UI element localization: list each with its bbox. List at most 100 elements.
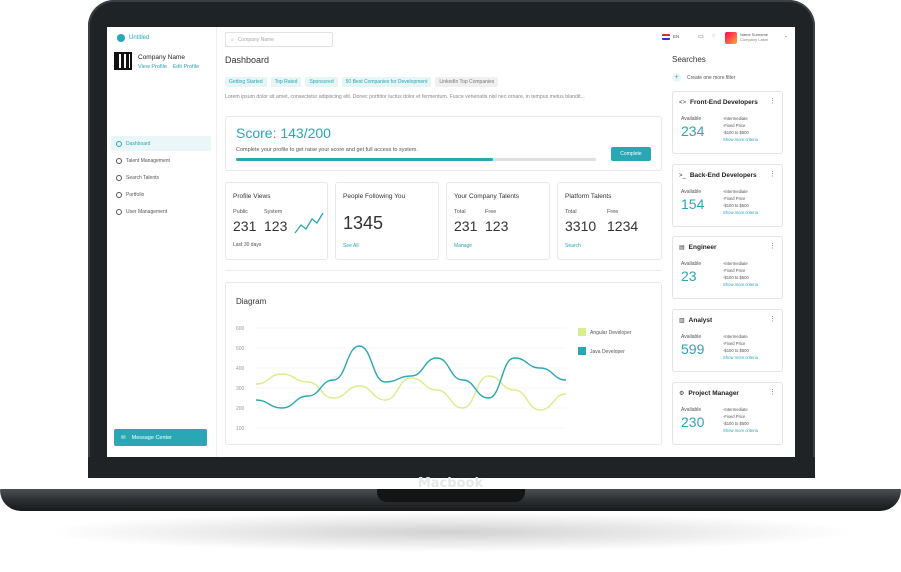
show-more-criteria-link[interactable]: Show more criteria [723,355,758,360]
search-card-title: Project Manager [688,390,739,397]
criteria-pricing: -Fixed Price [723,196,746,201]
language-selector[interactable]: EN [673,34,680,39]
available-label: Available [681,261,702,267]
chevron-down-icon[interactable]: ⌄ [784,33,788,38]
show-more-criteria-link[interactable]: Show more criteria [723,210,758,215]
criteria-budget: -$100 to $500 [723,348,749,353]
screen: Untitled Company Name View Profile Edit … [107,27,795,457]
criteria-list: -Intermediate -Fixed Price -$100 to $500… [723,406,758,434]
company-profile: Company Name View Profile Edit Profile [114,52,203,70]
folder-icon [116,191,122,198]
laptop-notch [377,489,525,502]
criteria-pricing: -Fixed Price [723,414,746,419]
intro-text: Lorem ipsum dolor sit amet, consectetur … [225,94,585,100]
more-options-icon[interactable]: ⋮ [769,98,776,105]
sidebar-item-user-management[interactable]: User Management [111,204,211,219]
stat-title: Profile Views [233,193,271,200]
available-count: 599 [681,341,705,357]
stat-b-value: 123 [485,218,509,234]
more-options-icon[interactable]: ⋮ [769,243,776,250]
chat-icon[interactable]: ▭ [698,34,704,40]
code-icon: <> [679,99,687,106]
user-block[interactable]: Name Surname Company Label [740,32,768,42]
database-icon: ▤ [679,245,685,251]
message-center-button[interactable]: ✉ Message Center [114,429,207,446]
main-content: ⌕ Company Name Dashboard Getting Started… [217,27,662,457]
sidebar-item-search-talents[interactable]: Search Talents [111,170,211,185]
stat-title: Platform Talents [565,193,612,200]
gear-icon: ⚙ [679,391,685,397]
sidebar-item-label: Talent Management [126,157,170,164]
create-filter-label: Create one more filter [687,74,736,81]
more-options-icon[interactable]: ⋮ [769,389,776,396]
chip-best-companies[interactable]: 50 Best Companies for Development [341,77,432,87]
show-more-criteria-link[interactable]: Show more criteria [723,428,758,433]
chip-getting-started[interactable]: Getting Started [225,77,267,87]
user-subtitle: Company Label [740,37,769,42]
sidebar-item-talent-management[interactable]: Talent Management [111,153,211,168]
search-card-back-end[interactable]: >_ Back-End Developers ⋮ Available 154 -I… [672,164,783,227]
see-all-link[interactable]: See All [343,243,359,249]
score-progress-bar [236,158,596,161]
flag-icon[interactable] [662,34,670,40]
stat-title: People Following You [343,193,406,200]
user-name: Name Surname [740,32,769,37]
legend-swatch [578,328,586,336]
view-profile-link[interactable]: View Profile [138,64,167,70]
search-card-engineer[interactable]: ▤ Engineer ⋮ Available 23 -Intermediate -… [672,236,783,299]
search-card-title: Back-End Developers [689,172,757,179]
trend-sparkline-icon [294,212,324,234]
avatar[interactable] [725,32,737,44]
sidebar-item-dashboard[interactable]: Dashboard [111,136,211,151]
available-count: 230 [681,414,705,430]
app-name: Untitled [129,35,150,41]
score-description: Complete your profile to get raise your … [236,147,418,153]
criteria-list: -Intermediate -Fixed Price -$100 to $500… [723,260,758,288]
sidebar-item-label: User Management [126,208,168,215]
search-card-front-end[interactable]: <> Front-End Developers ⋮ Available 234 -… [672,91,783,154]
bell-icon[interactable]: ◌ [712,33,716,39]
create-filter-button[interactable]: + Create one more filter [672,73,735,82]
stat-card-company-talents: Your Company Talents Total Free 231 123 … [446,182,550,260]
legend-label: Java Developer [590,349,625,355]
more-options-icon[interactable]: ⋮ [769,171,776,178]
search-card-title: Engineer [688,244,717,251]
search-link[interactable]: Search [565,243,581,249]
complete-button[interactable]: Complete [611,147,651,161]
searches-title: Searches [672,55,706,64]
criteria-pricing: -Fixed Price [723,123,746,128]
manage-link[interactable]: Manage [454,243,473,249]
chip-linkedin-top[interactable]: LinkedIn Top Companies [435,77,499,87]
stat-b-value: 123 [264,218,288,234]
search-input[interactable]: ⌕ Company Name [225,32,333,47]
available-label: Available [681,189,702,195]
available-count: 154 [681,196,705,212]
searches-panel: EN ▭ ◌ Name Surname Company Label ⌄ Sear… [662,27,795,457]
search-card-analyst[interactable]: ▥ Analyst ⋮ Available 599 -Intermediate -… [672,309,783,372]
device-brand: Macbook [417,476,484,491]
chip-sponsored[interactable]: Sponsored [305,77,338,87]
score-card: Score: 143/200 Complete your profile to … [225,116,662,171]
diagram-title: Diagram [236,297,267,306]
stat-b-label: Free [607,209,619,215]
sidebar-item-portfolio[interactable]: Portfolio [111,187,211,202]
stat-a-label: Total [454,209,466,215]
more-options-icon[interactable]: ⋮ [769,316,776,323]
search-card-project-manager[interactable]: ⚙ Project Manager ⋮ Available 230 -Interm… [672,382,783,445]
app-logo[interactable]: Untitled [117,34,149,42]
show-more-criteria-link[interactable]: Show more criteria [723,282,758,287]
edit-profile-link[interactable]: Edit Profile [172,64,200,70]
message-center-label: Message Center [131,434,172,441]
available-count: 234 [681,123,705,139]
diagram-card: Diagram 100 200 300 400 500 600 Angular Develo… [225,282,662,445]
criteria-budget: -$100 to $500 [723,203,749,208]
criteria-list: -Intermediate -Fixed Price -$100 to $500… [723,333,758,361]
company-avatar [114,52,132,70]
chip-top-rated[interactable]: Top Rated [270,77,302,87]
y-tick-label: 300 [236,386,245,392]
criteria-list: -Intermediate -Fixed Price -$100 to $500… [723,188,758,216]
criteria-pricing: -Fixed Price [723,268,746,273]
laptop-bezel [88,457,815,478]
show-more-criteria-link[interactable]: Show more criteria [723,137,758,142]
